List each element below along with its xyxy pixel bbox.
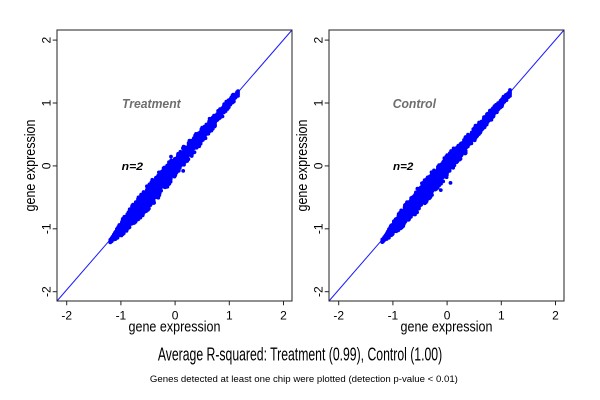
svg-text:gene expression: gene expression (129, 319, 221, 336)
svg-text:-2: -2 (312, 286, 326, 297)
svg-text:0: 0 (40, 162, 54, 169)
svg-text:2: 2 (280, 309, 287, 323)
svg-text:Control: Control (393, 96, 437, 111)
svg-text:2: 2 (312, 36, 326, 43)
svg-text:2: 2 (40, 36, 54, 43)
svg-text:gene expression: gene expression (401, 319, 493, 336)
svg-text:1: 1 (312, 99, 326, 106)
svg-text:1: 1 (40, 99, 54, 106)
svg-text:2: 2 (552, 309, 559, 323)
svg-text:1: 1 (226, 309, 233, 323)
svg-text:n=2: n=2 (122, 161, 143, 173)
svg-text:-1: -1 (312, 223, 326, 234)
svg-text:-1: -1 (116, 309, 127, 323)
svg-text:gene expression: gene expression (294, 120, 311, 212)
svg-text:-1: -1 (388, 309, 399, 323)
svg-text:1: 1 (498, 309, 505, 323)
svg-text:-2: -2 (333, 309, 344, 323)
svg-text:-2: -2 (61, 309, 72, 323)
svg-text:-1: -1 (40, 223, 54, 234)
svg-text:n=2: n=2 (393, 161, 413, 173)
svg-text:0: 0 (172, 309, 179, 323)
svg-text:0: 0 (312, 162, 326, 169)
svg-text:-2: -2 (40, 286, 54, 297)
svg-text:0: 0 (444, 309, 451, 323)
svg-text:Treatment: Treatment (122, 96, 181, 111)
svg-text:Genes detected at least one ch: Genes detected at least one chip were pl… (150, 374, 458, 384)
svg-text:gene expression: gene expression (22, 120, 39, 212)
svg-text:Average R-squared: Treatment (: Average R-squared: Treatment (0.99), Con… (158, 345, 442, 365)
